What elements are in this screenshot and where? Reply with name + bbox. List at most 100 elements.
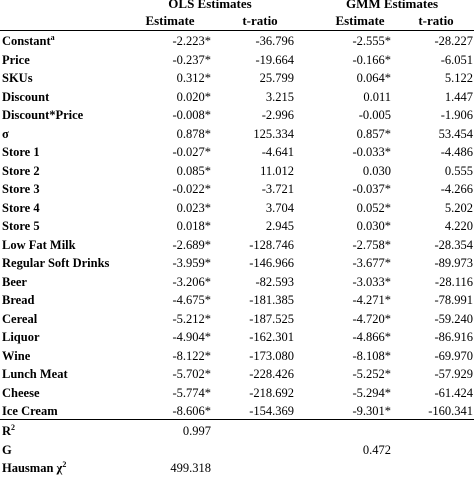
gmm-tratio-cell: -59.240 [434, 311, 473, 326]
ols-estimate-cell: 0.018* [176, 219, 211, 233]
row-label: Lunch Meat [2, 367, 68, 381]
ols-estimate-cell: 0.085* [176, 163, 211, 178]
row-label: Beer [2, 274, 27, 289]
gmm-estimate-cell: 0.030* [356, 219, 391, 233]
ols-tratio-cell: -181.385 [249, 293, 294, 307]
table-row: Store 3 -0.022* -3.721 -0.037* -4.266 [0, 179, 474, 199]
ols-estimates-title: OLS Estimates [168, 0, 252, 11]
gmm-tratio-cell: -6.051 [440, 52, 473, 67]
ols-estimate-cell: -0.008* [172, 108, 211, 122]
ols-tratio-cell: 125.334 [253, 126, 294, 141]
row-label: Bread [2, 293, 35, 307]
ols-estimate-header: Estimate [145, 13, 195, 28]
row-label: Store 2 [2, 163, 40, 178]
gmm-estimates-title: GMM Estimates [345, 0, 439, 11]
row-label: Store 1 [2, 145, 40, 159]
gmm-estimate-cell: -5.294* [352, 385, 391, 400]
gmm-tratio-cell: -4.266 [440, 182, 473, 196]
ols-estimate-cell: -3.959* [172, 256, 211, 270]
gmm-tratio-cell: 4.220 [444, 219, 473, 233]
table-row: Ice Cream -8.606* -154.369 -9.301* -160.341 [0, 401, 474, 421]
row-label: Price [2, 52, 30, 67]
ols-tratio-cell: 25.799 [259, 71, 294, 85]
ols-tratio-cell: 11.012 [260, 163, 294, 178]
ols-estimate-cell: 499.318 [170, 461, 211, 475]
gmm-estimate-cell: 0.064* [356, 71, 391, 85]
table-row: Store 1 -0.027* -4.641 -0.033* -4.486 [0, 142, 474, 162]
gmm-tratio-cell: -1.906 [440, 108, 473, 122]
table-row: Lunch Meat -5.702* -228.426 -5.252* -57.929 [0, 364, 474, 384]
row-label: G [2, 442, 12, 457]
gmm-tratio-cell: -89.973 [434, 256, 473, 270]
row-label: SKUs [2, 71, 33, 85]
row-label-superscript: 2 [62, 459, 67, 469]
ols-estimate-cell: -2.223* [172, 34, 211, 48]
row-label: Constanta [2, 32, 55, 48]
ols-estimate-cell: -0.022* [172, 182, 211, 196]
table-row: Regular Soft Drinks -3.959* -146.966 -3.677… [0, 253, 474, 273]
ols-tratio-cell: -4.641 [261, 145, 294, 159]
ols-tratio-cell: -187.525 [249, 311, 294, 326]
table-row: Cereal -5.212* -187.525 -4.720* -59.240 [0, 309, 474, 329]
ols-tratio-cell: 2.945 [265, 219, 294, 233]
gmm-tratio-cell: -160.341 [428, 404, 473, 418]
table-row: Store 2 0.085* 11.012 0.030 0.555 [0, 161, 474, 181]
row-label: Cheese [2, 385, 40, 400]
ols-tratio-cell: -146.966 [249, 256, 294, 270]
ols-tratio-cell: -154.369 [249, 404, 294, 418]
gmm-tratio-cell: 53.454 [438, 126, 473, 141]
table-row: Discount 0.020* 3.215 0.011 1.447 [0, 87, 474, 107]
gmm-estimate-cell: -3.033* [352, 274, 391, 289]
gmm-tratio-cell: -86.916 [434, 330, 473, 344]
stats-row: R2 0.997 [0, 421, 474, 441]
ols-estimate-cell: -0.237* [172, 52, 211, 67]
gmm-tratio-header: t-ratio [418, 13, 454, 28]
gmm-estimate-cell: -4.720* [352, 311, 391, 326]
ols-estimate-cell: 0.997 [182, 424, 211, 438]
stats-rule [0, 419, 474, 420]
ols-tratio-cell: -162.301 [249, 330, 294, 344]
table-row: Liquor -4.904* -162.301 -4.866* -86.916 [0, 327, 474, 347]
gmm-tratio-cell: -4.486 [440, 145, 473, 159]
header-rule [0, 30, 474, 31]
gmm-tratio-cell: 0.555 [444, 163, 473, 178]
gmm-estimate-cell: 0.857* [356, 126, 391, 141]
table-row: σ 0.878* 125.334 0.857* 53.454 [0, 124, 474, 144]
gmm-estimate-cell: -2.758* [352, 237, 391, 252]
ols-tratio-cell: -82.593 [255, 274, 294, 289]
ols-tratio-cell: -19.664 [255, 52, 294, 67]
gmm-estimate-cell: -0.033* [352, 145, 391, 159]
row-label: Wine [2, 348, 31, 363]
row-label: Discount*Price [2, 108, 84, 122]
gmm-tratio-cell: -61.424 [434, 385, 473, 400]
table-row: Cheese -5.774* -218.692 -5.294* -61.424 [0, 383, 474, 403]
row-label: Store 3 [2, 182, 40, 196]
ols-tratio-header: t-ratio [242, 13, 278, 28]
gmm-estimate-cell: 0.472 [362, 442, 391, 457]
ols-estimate-cell: -8.122* [172, 348, 211, 363]
row-label-superscript: 2 [11, 422, 16, 432]
gmm-tratio-cell: 5.122 [444, 71, 473, 85]
gmm-tratio-cell: 5.202 [444, 200, 473, 215]
ols-estimate-cell: -2.689* [172, 237, 211, 252]
ols-estimate-cell: -8.606* [172, 404, 211, 418]
table-row: Beer -3.206* -82.593 -3.033* -28.116 [0, 272, 474, 292]
ols-tratio-cell: 3.704 [265, 200, 294, 215]
row-label: Low Fat Milk [2, 237, 76, 252]
row-label: Hausman χ2 [2, 459, 67, 475]
ols-estimate-cell: -3.206* [172, 274, 211, 289]
ols-tratio-cell: -3.721 [261, 182, 294, 196]
row-label-superscript: a [50, 32, 55, 42]
gmm-estimate-cell: 0.011 [363, 89, 391, 104]
ols-estimate-cell: -5.702* [172, 367, 211, 381]
ols-estimate-cell: -5.212* [172, 311, 211, 326]
ols-estimate-cell: 0.878* [176, 126, 211, 141]
gmm-estimate-cell: -0.166* [352, 52, 391, 67]
stats-row: Hausman χ2 499.318 [0, 458, 474, 478]
row-label: Store 5 [2, 219, 40, 233]
gmm-estimate-cell: 0.030 [362, 163, 391, 178]
gmm-estimate-cell: -9.301* [352, 404, 391, 418]
ols-estimate-cell: -5.774* [172, 385, 211, 400]
row-label: σ [2, 126, 9, 141]
row-label: Liquor [2, 330, 40, 344]
